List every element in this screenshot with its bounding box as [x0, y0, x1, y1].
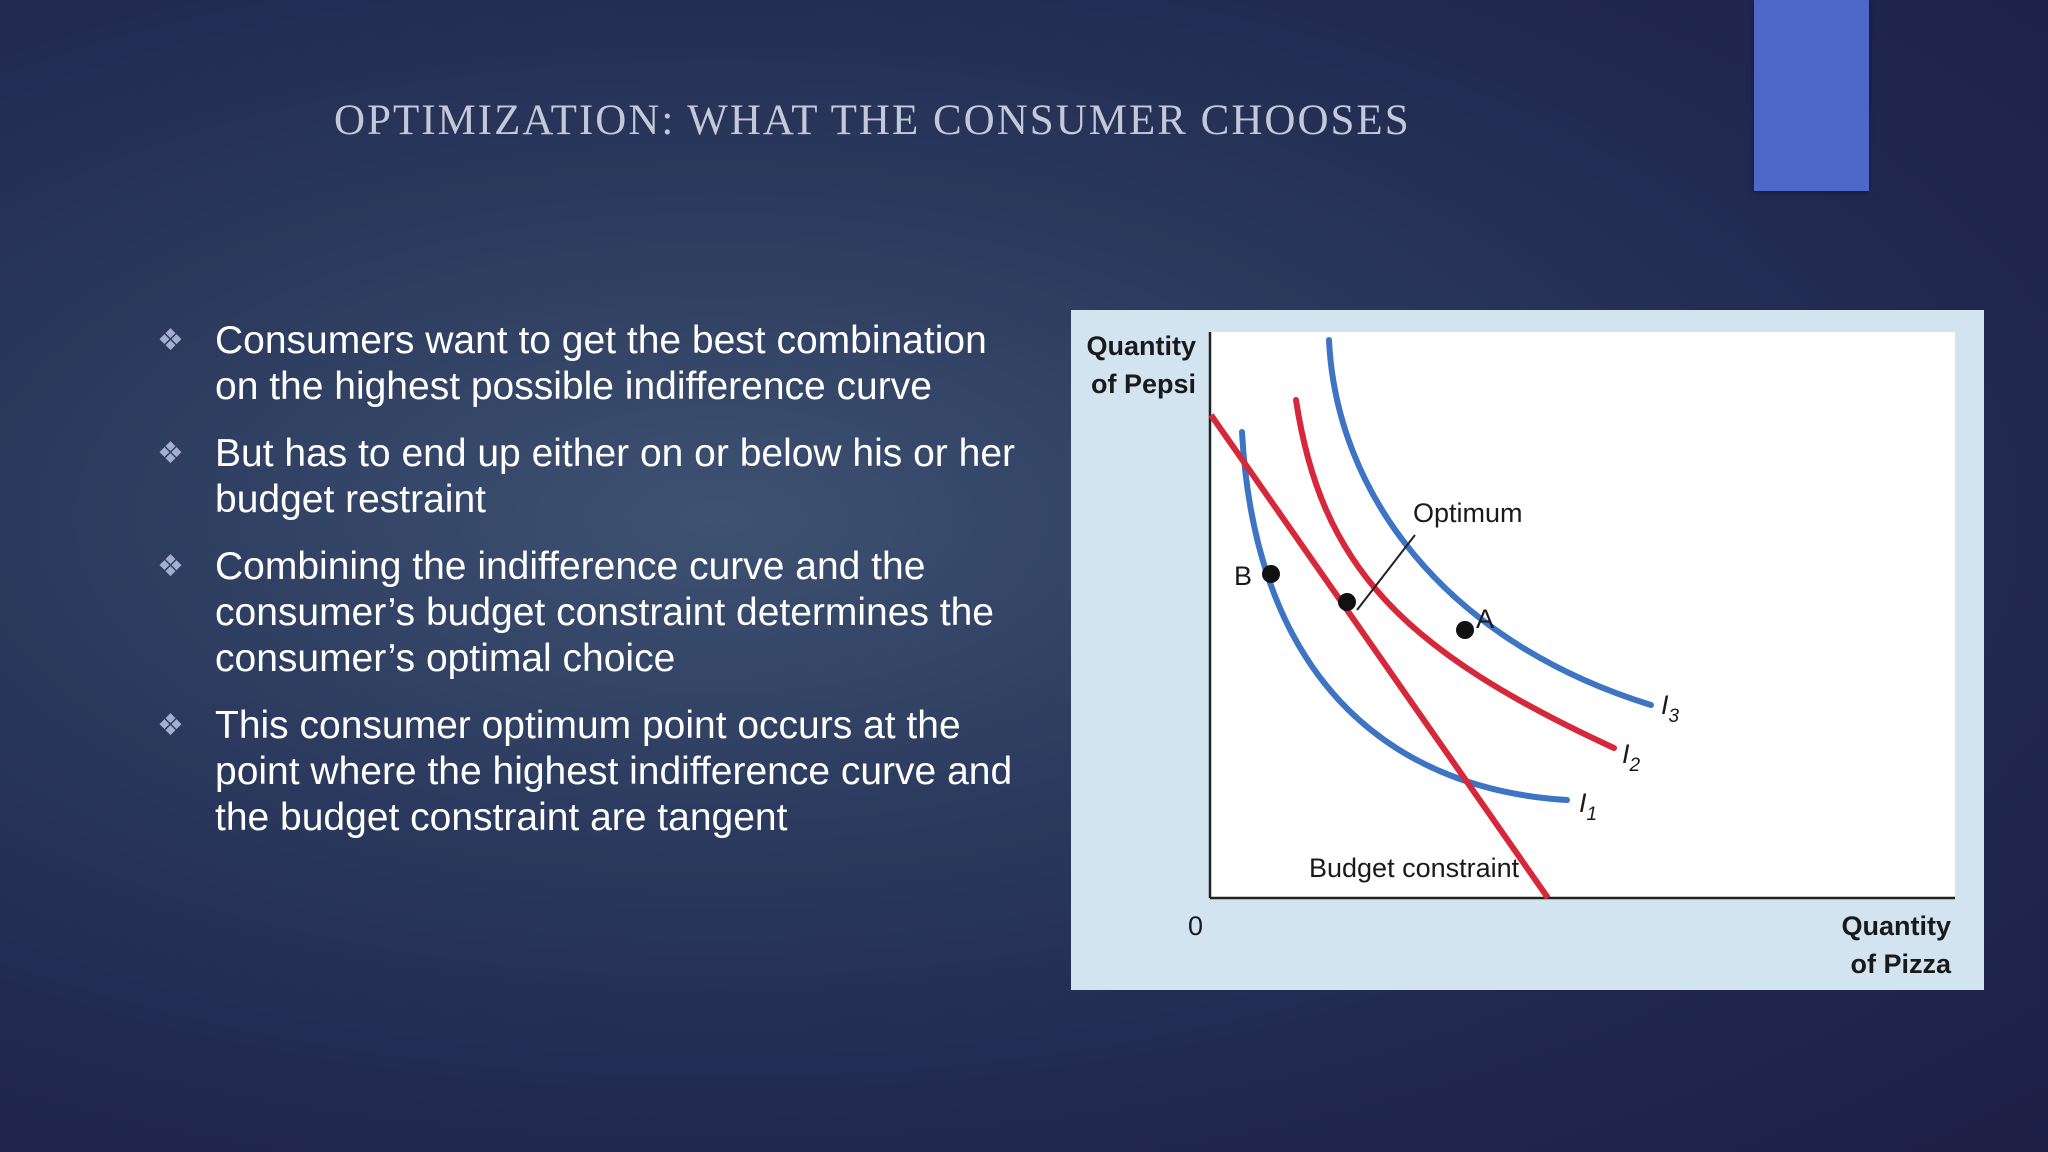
- curve-label-i3: I3: [1661, 690, 1680, 727]
- budget-constraint-line: [1208, 413, 1551, 900]
- point-a-label: A: [1476, 604, 1494, 634]
- indifference-curve-i3: [1326, 337, 1654, 708]
- x-axis-label-line-1: Quantity: [1841, 911, 1951, 941]
- curve-label-i1-name: I: [1579, 788, 1587, 818]
- curve-label-i1-sub: 1: [1587, 804, 1598, 825]
- point-b-label: B: [1234, 561, 1252, 591]
- curve-label-i2-sub: 2: [1629, 755, 1641, 776]
- curve-label-i1: I1: [1579, 788, 1597, 825]
- optimum-label: Optimum: [1413, 498, 1523, 528]
- bullet-item: ❖ Consumers want to get the best combina…: [155, 318, 1035, 410]
- accent-bar: [1754, 0, 1869, 191]
- consumer-optimum-diagram: Quantity of Pepsi Quantity of Pizza 0 Bu…: [1071, 310, 1984, 990]
- bullet-text: Consumers want to get the best combinati…: [215, 319, 987, 408]
- bullet-item: ❖ But has to end up either on or below h…: [155, 431, 1035, 523]
- bullet-list: ❖ Consumers want to get the best combina…: [155, 318, 1035, 862]
- curve-label-i3-name: I: [1661, 690, 1669, 720]
- diagram-canvas: Quantity of Pepsi Quantity of Pizza 0 Bu…: [1086, 331, 1955, 979]
- curve-label-i3-sub: 3: [1669, 706, 1680, 727]
- diamond-bullet-icon: ❖: [157, 436, 184, 471]
- bullet-item: ❖ This consumer optimum point occurs at …: [155, 703, 1035, 841]
- diamond-bullet-icon: ❖: [157, 323, 184, 358]
- diamond-bullet-icon: ❖: [157, 549, 184, 584]
- optimum-leader-line: [1356, 534, 1416, 611]
- bullet-item: ❖ Combining the indifference curve and t…: [155, 544, 1035, 682]
- indifference-curve-i2: [1293, 397, 1617, 751]
- indifference-curve-i1: [1239, 429, 1570, 803]
- point-b: [1262, 565, 1280, 583]
- y-axis-label-line-1: Quantity: [1086, 331, 1196, 361]
- origin-label: 0: [1188, 911, 1203, 941]
- slide-title: OPTIMIZATION: WHAT THE CONSUMER CHOOSES: [334, 97, 1411, 144]
- point-a: [1456, 621, 1474, 639]
- diamond-bullet-icon: ❖: [157, 708, 184, 743]
- y-axis-label-line-2: of Pepsi: [1091, 369, 1196, 399]
- bullet-text: Combining the indifference curve and the…: [215, 545, 994, 680]
- plot-area: [1210, 332, 1955, 898]
- x-axis-label-line-2: of Pizza: [1850, 949, 1951, 979]
- curve-label-i2-name: I: [1622, 739, 1630, 769]
- bullet-text: But has to end up either on or below his…: [215, 432, 1015, 521]
- optimum-point: [1338, 593, 1356, 611]
- curve-label-i2: I2: [1622, 739, 1641, 776]
- budget-constraint-label: Budget constraint: [1309, 853, 1520, 883]
- bullet-text: This consumer optimum point occurs at th…: [215, 704, 1013, 839]
